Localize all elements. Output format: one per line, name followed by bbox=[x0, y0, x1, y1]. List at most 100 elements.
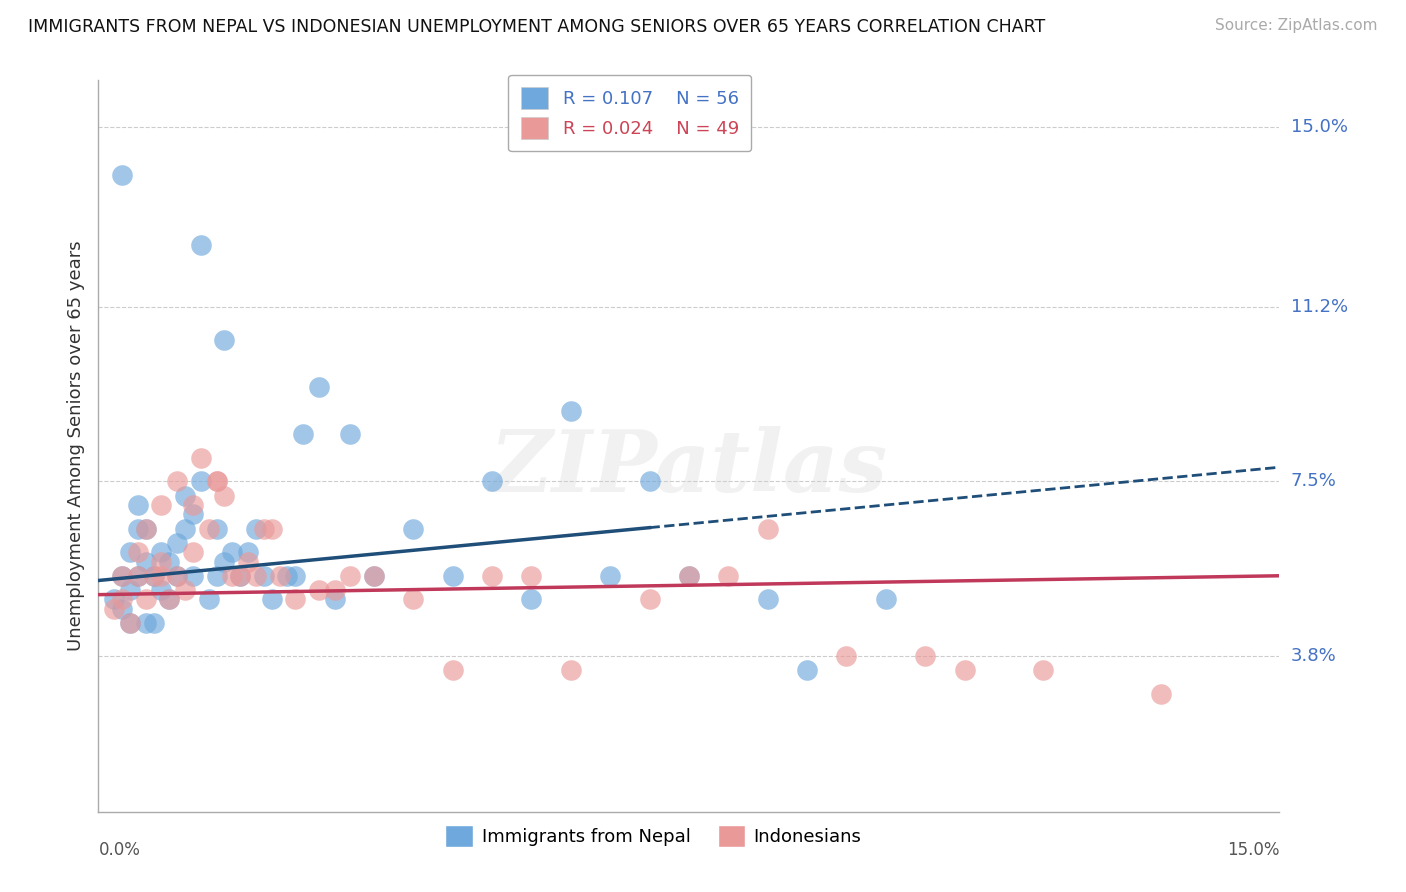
Point bbox=[103, 602, 125, 616]
Point bbox=[678, 568, 700, 582]
Point bbox=[174, 582, 197, 597]
Point bbox=[135, 522, 157, 536]
Point bbox=[181, 498, 204, 512]
Point bbox=[150, 545, 173, 559]
Point bbox=[638, 475, 661, 489]
Y-axis label: Unemployment Among Seniors over 65 years: Unemployment Among Seniors over 65 years bbox=[66, 241, 84, 651]
Point bbox=[308, 582, 330, 597]
Point bbox=[599, 568, 621, 582]
Point bbox=[245, 522, 267, 536]
Point bbox=[221, 568, 243, 582]
Point bbox=[181, 545, 204, 559]
Point bbox=[127, 545, 149, 559]
Point bbox=[339, 568, 361, 582]
Point bbox=[260, 522, 283, 536]
Point bbox=[135, 555, 157, 569]
Point bbox=[717, 568, 740, 582]
Point bbox=[269, 568, 291, 582]
Point bbox=[441, 568, 464, 582]
Point bbox=[181, 568, 204, 582]
Legend: Immigrants from Nepal, Indonesians: Immigrants from Nepal, Indonesians bbox=[439, 817, 869, 854]
Point bbox=[520, 568, 543, 582]
Point bbox=[363, 568, 385, 582]
Point bbox=[150, 555, 173, 569]
Point bbox=[214, 489, 236, 503]
Point bbox=[111, 592, 134, 607]
Point bbox=[245, 568, 267, 582]
Point bbox=[221, 545, 243, 559]
Point bbox=[127, 498, 149, 512]
Point bbox=[339, 427, 361, 442]
Point bbox=[1150, 687, 1173, 701]
Point bbox=[236, 545, 259, 559]
Point bbox=[229, 568, 252, 582]
Text: Source: ZipAtlas.com: Source: ZipAtlas.com bbox=[1215, 18, 1378, 33]
Point bbox=[166, 535, 188, 549]
Point bbox=[323, 582, 346, 597]
Point bbox=[150, 582, 173, 597]
Point bbox=[111, 602, 134, 616]
Point bbox=[796, 663, 818, 677]
Point bbox=[166, 568, 188, 582]
Point bbox=[174, 522, 197, 536]
Point bbox=[157, 555, 180, 569]
Point bbox=[135, 522, 157, 536]
Point bbox=[142, 568, 165, 582]
Point bbox=[166, 475, 188, 489]
Point bbox=[190, 450, 212, 465]
Point bbox=[135, 592, 157, 607]
Point bbox=[118, 615, 141, 630]
Point bbox=[190, 238, 212, 252]
Text: IMMIGRANTS FROM NEPAL VS INDONESIAN UNEMPLOYMENT AMONG SENIORS OVER 65 YEARS COR: IMMIGRANTS FROM NEPAL VS INDONESIAN UNEM… bbox=[28, 18, 1046, 36]
Point bbox=[127, 568, 149, 582]
Point bbox=[135, 615, 157, 630]
Point bbox=[441, 663, 464, 677]
Point bbox=[142, 568, 165, 582]
Text: 15.0%: 15.0% bbox=[1291, 119, 1347, 136]
Point bbox=[142, 615, 165, 630]
Point bbox=[363, 568, 385, 582]
Point bbox=[1032, 663, 1054, 677]
Point bbox=[638, 592, 661, 607]
Text: 7.5%: 7.5% bbox=[1291, 473, 1337, 491]
Point bbox=[481, 568, 503, 582]
Point bbox=[118, 582, 141, 597]
Point bbox=[111, 168, 134, 182]
Point bbox=[205, 475, 228, 489]
Point bbox=[953, 663, 976, 677]
Point bbox=[214, 555, 236, 569]
Point bbox=[103, 592, 125, 607]
Point bbox=[875, 592, 897, 607]
Point bbox=[197, 522, 219, 536]
Point bbox=[402, 592, 425, 607]
Point bbox=[560, 663, 582, 677]
Point bbox=[111, 568, 134, 582]
Point bbox=[756, 592, 779, 607]
Point bbox=[253, 522, 276, 536]
Text: 15.0%: 15.0% bbox=[1227, 841, 1279, 859]
Point bbox=[253, 568, 276, 582]
Point bbox=[205, 475, 228, 489]
Point bbox=[520, 592, 543, 607]
Point bbox=[835, 648, 858, 663]
Point bbox=[284, 592, 307, 607]
Point bbox=[166, 568, 188, 582]
Text: 11.2%: 11.2% bbox=[1291, 298, 1348, 316]
Point bbox=[284, 568, 307, 582]
Point bbox=[205, 522, 228, 536]
Point bbox=[481, 475, 503, 489]
Point bbox=[197, 592, 219, 607]
Point bbox=[229, 568, 252, 582]
Point bbox=[292, 427, 315, 442]
Text: 3.8%: 3.8% bbox=[1291, 647, 1336, 665]
Point bbox=[111, 568, 134, 582]
Point bbox=[323, 592, 346, 607]
Point bbox=[127, 568, 149, 582]
Point bbox=[118, 615, 141, 630]
Point bbox=[214, 333, 236, 347]
Text: 0.0%: 0.0% bbox=[98, 841, 141, 859]
Point bbox=[127, 522, 149, 536]
Point bbox=[181, 508, 204, 522]
Point bbox=[260, 592, 283, 607]
Point bbox=[174, 489, 197, 503]
